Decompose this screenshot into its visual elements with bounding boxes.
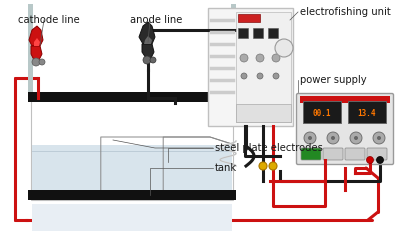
Bar [303,101,341,123]
Circle shape [272,54,280,62]
Bar [300,96,390,103]
Text: steel plate electrodes: steel plate electrodes [215,143,323,153]
Bar [348,101,386,123]
Polygon shape [139,22,155,44]
Bar [28,92,236,102]
Text: power supply: power supply [300,75,367,85]
Circle shape [304,132,316,144]
Bar [32,204,232,231]
Circle shape [259,162,267,170]
Circle shape [354,136,358,140]
Circle shape [331,136,335,140]
Circle shape [269,162,277,170]
Polygon shape [142,44,154,58]
FancyBboxPatch shape [301,148,321,160]
Bar [236,12,291,122]
Circle shape [327,132,339,144]
Circle shape [308,136,312,140]
Text: 13.4: 13.4 [358,109,376,119]
Bar [238,28,248,38]
Bar [208,8,293,126]
Polygon shape [31,46,42,60]
Text: electrofishing unit: electrofishing unit [300,7,391,17]
Circle shape [240,54,248,62]
Circle shape [150,57,156,63]
FancyBboxPatch shape [296,94,394,164]
Polygon shape [144,36,152,44]
Bar [28,190,236,200]
Circle shape [377,136,381,140]
Bar [236,104,291,122]
Text: cathode line: cathode line [18,15,80,25]
Bar [253,28,263,38]
Bar [32,145,232,196]
Bar [28,4,33,102]
Circle shape [241,73,247,79]
Bar [268,28,278,38]
Circle shape [373,132,385,144]
Circle shape [275,39,293,57]
FancyBboxPatch shape [323,148,343,160]
Circle shape [273,73,279,79]
Polygon shape [34,38,40,46]
Circle shape [39,59,45,65]
Circle shape [376,156,384,164]
Text: 00.1: 00.1 [313,109,331,119]
Bar [31,100,233,200]
FancyBboxPatch shape [367,148,387,160]
Bar [231,4,236,102]
Polygon shape [29,26,43,46]
Text: tank: tank [215,163,237,173]
Text: anode line: anode line [130,15,182,25]
FancyBboxPatch shape [345,148,365,160]
Circle shape [257,73,263,79]
Circle shape [143,56,151,64]
Circle shape [32,58,40,66]
Circle shape [256,54,264,62]
Bar [238,14,260,22]
Circle shape [350,132,362,144]
Circle shape [366,156,374,164]
